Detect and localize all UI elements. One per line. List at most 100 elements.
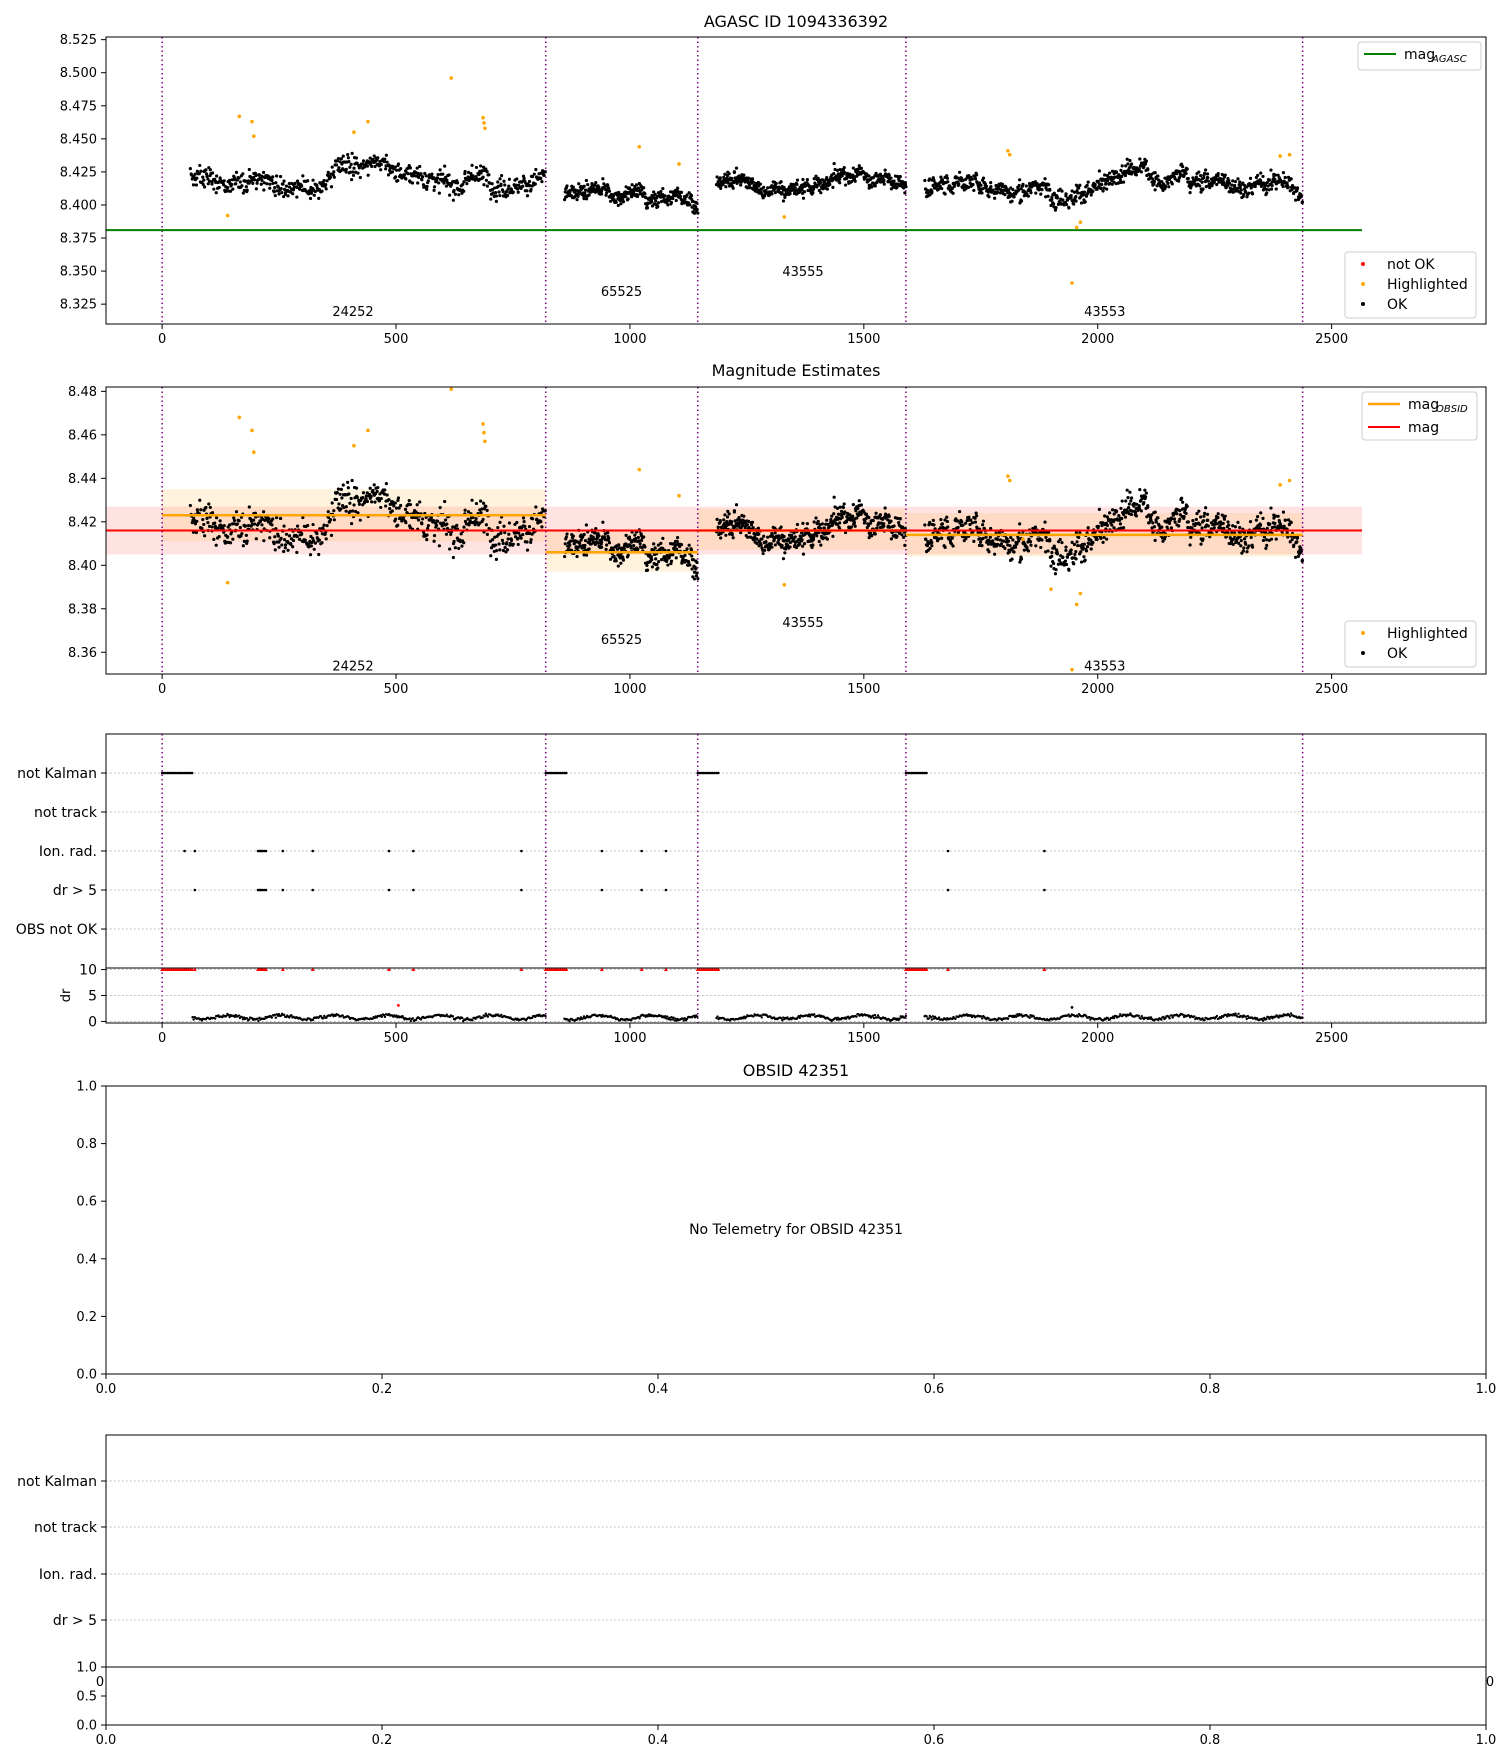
ok-point xyxy=(1112,526,1116,530)
ok-point xyxy=(479,499,483,503)
ok-point xyxy=(730,520,734,524)
ok-point xyxy=(210,171,215,175)
ion-rad-mark xyxy=(946,849,950,853)
ok-point xyxy=(336,487,341,491)
not-ok-dr-marker xyxy=(1042,967,1047,972)
ok-point xyxy=(902,535,906,539)
ok-point xyxy=(1153,171,1157,175)
ok-point xyxy=(408,502,413,507)
ok-point xyxy=(1091,189,1095,193)
ok-point xyxy=(961,523,965,527)
ok-point xyxy=(814,174,818,178)
ok-point xyxy=(1248,176,1253,180)
ok-point xyxy=(751,180,755,184)
ok-point xyxy=(1215,182,1219,187)
ok-point xyxy=(825,175,829,180)
ok-point xyxy=(379,505,383,510)
ok-point xyxy=(604,547,608,551)
highlighted-point xyxy=(481,422,485,426)
ok-point xyxy=(663,194,667,198)
ok-point xyxy=(638,542,642,546)
ok-point xyxy=(1138,157,1142,161)
not-kalman-mark xyxy=(705,771,709,775)
ok-point xyxy=(1017,539,1021,543)
ok-point xyxy=(800,187,804,192)
ok-point xyxy=(344,505,348,509)
ok-point xyxy=(195,519,199,523)
ok-point xyxy=(457,193,461,197)
not-kalman-mark xyxy=(185,771,188,775)
ok-point xyxy=(604,193,608,197)
ok-point xyxy=(792,183,796,187)
ok-point xyxy=(1160,180,1164,184)
ok-point xyxy=(1052,202,1056,206)
ok-point xyxy=(1026,549,1031,553)
ok-point xyxy=(1283,518,1287,522)
ok-point xyxy=(539,176,543,181)
ok-point xyxy=(261,170,266,174)
ok-point xyxy=(940,186,944,191)
ok-point xyxy=(423,171,427,176)
ok-point xyxy=(1076,543,1080,548)
ok-point xyxy=(757,532,761,536)
legend-frame xyxy=(1357,41,1482,71)
ok-point xyxy=(234,182,238,186)
ok-point xyxy=(739,530,743,535)
ok-point xyxy=(750,520,755,524)
not-kalman-mark xyxy=(563,771,566,775)
ok-point xyxy=(800,538,804,542)
ok-point xyxy=(201,517,205,522)
ok-point xyxy=(539,511,543,515)
ok-point xyxy=(203,534,207,538)
flag-label: not track xyxy=(34,805,98,821)
ok-point xyxy=(888,525,892,529)
dr5-mark xyxy=(664,888,668,892)
ok-point xyxy=(1269,537,1274,541)
ok-point xyxy=(1238,525,1242,530)
ok-point xyxy=(297,187,302,191)
ok-point xyxy=(357,502,361,506)
ok-point xyxy=(653,192,657,196)
ok-point xyxy=(1299,194,1303,199)
highlighted-point xyxy=(1006,474,1010,478)
not-kalman-mark xyxy=(162,771,166,775)
ok-point xyxy=(889,537,894,541)
ok-point xyxy=(283,546,287,550)
ok-point xyxy=(252,518,256,522)
dr5-mark xyxy=(412,888,415,892)
ok-point xyxy=(311,178,315,182)
ok-point xyxy=(843,510,847,514)
ok-point xyxy=(238,525,242,530)
ok-point xyxy=(800,544,805,548)
ok-point xyxy=(496,184,501,188)
ok-point xyxy=(1018,178,1022,182)
ok-point xyxy=(1093,183,1097,187)
ok-point xyxy=(420,175,425,179)
ok-point xyxy=(411,174,415,178)
ok-point xyxy=(1110,169,1115,173)
highlighted-point xyxy=(366,428,370,433)
ok-point xyxy=(853,179,857,183)
ok-point xyxy=(475,520,479,524)
ok-point xyxy=(1281,171,1286,175)
ok-point xyxy=(254,174,258,178)
ok-point xyxy=(1040,538,1044,542)
ok-point xyxy=(277,545,281,549)
ok-point xyxy=(1151,177,1155,181)
ok-point xyxy=(369,494,373,498)
ok-point xyxy=(928,546,932,551)
ok-point xyxy=(216,526,220,530)
ok-point xyxy=(972,188,976,193)
not-ok-dr-marker xyxy=(263,967,268,972)
ok-point xyxy=(415,166,419,170)
ok-point xyxy=(645,568,650,572)
ok-point xyxy=(1086,180,1090,184)
ok-point xyxy=(594,526,598,531)
ok-point xyxy=(793,186,797,190)
ok-point xyxy=(494,543,498,547)
ok-point xyxy=(341,483,345,487)
ok-point xyxy=(805,522,809,526)
ok-point xyxy=(322,178,326,183)
ok-point xyxy=(287,534,292,538)
